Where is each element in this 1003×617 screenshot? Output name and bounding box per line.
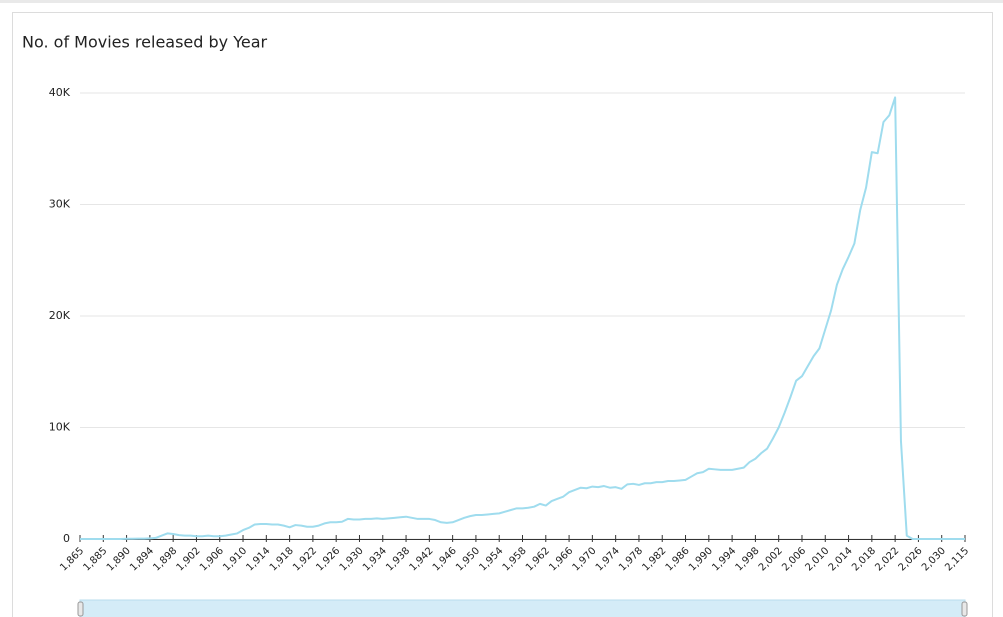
y-tick-label: 0 xyxy=(63,532,70,545)
data-line xyxy=(80,96,965,540)
y-tick-label: 30K xyxy=(49,198,71,211)
y-tick-label: 10K xyxy=(49,421,71,434)
card xyxy=(12,12,993,617)
slider-handle[interactable] xyxy=(77,601,84,617)
y-tick-label: 40K xyxy=(49,86,71,99)
range-slider[interactable] xyxy=(79,599,966,617)
top-bar xyxy=(0,0,1003,3)
slider-handle[interactable] xyxy=(961,601,968,617)
y-tick-label: 20K xyxy=(49,309,71,322)
chart-title: No. of Movies released by Year xyxy=(22,33,268,52)
